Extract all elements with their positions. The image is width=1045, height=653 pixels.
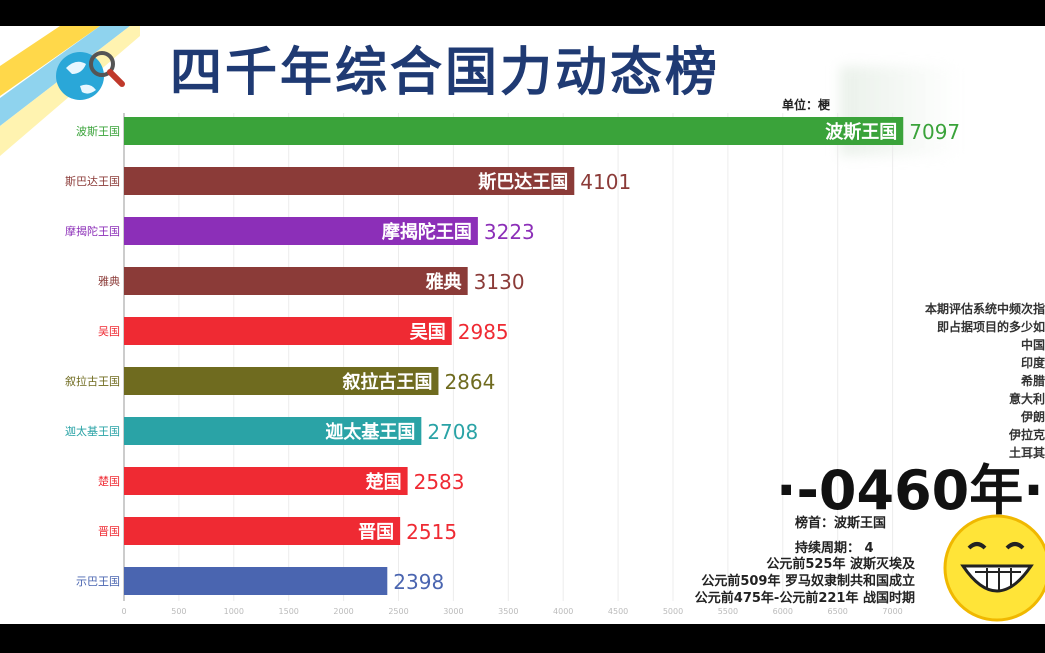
criteria-line: 本期评估系统中频次指 (924, 302, 1045, 316)
category-label: 迦太基王国 (65, 425, 120, 438)
globe-search-icon (56, 51, 125, 100)
value-label: 2985 (458, 320, 509, 344)
criteria-panel: 本期评估系统中频次指即占据项目的多少如中国印度希腊意大利伊朗伊拉克土耳其 (845, 300, 1045, 462)
x-tick-label: 7000 (882, 607, 902, 616)
bar-inner-label: 叙拉古王国 (342, 371, 432, 393)
bar-inner-label: 斯巴达王国 (478, 171, 568, 193)
category-label: 雅典 (98, 274, 120, 288)
bar (124, 467, 408, 495)
value-label: 3130 (474, 270, 525, 294)
leader-text: 榜首：波斯王国 (795, 516, 887, 531)
bar-inner-label: 雅典 (425, 271, 462, 293)
criteria-line: 即占据项目的多少如 (936, 320, 1045, 334)
year-counter: ·-0460年· (776, 459, 1044, 522)
unit-label: 单位：梗 (782, 98, 831, 112)
x-tick-label: 3000 (443, 607, 463, 616)
grinning-smiley-icon (943, 514, 1045, 622)
event-line: 公元前475年-公元前221年 战国时期 (694, 591, 915, 606)
criteria-line: 中国 (1020, 338, 1045, 352)
x-tick-label: 1500 (279, 607, 299, 616)
x-tick-label: 6000 (773, 607, 793, 616)
value-label: 2398 (393, 570, 444, 594)
x-tick-label: 5500 (718, 607, 738, 616)
x-tick-label: 4000 (553, 607, 573, 616)
bar (124, 167, 575, 195)
criteria-line: 伊朗 (1020, 410, 1045, 424)
category-label: 摩揭陀王国 (65, 224, 120, 238)
x-tick-label: 500 (171, 607, 186, 616)
x-tick-label: 3500 (498, 607, 518, 616)
event-line: 公元前509年 罗马奴隶制共和国成立 (701, 574, 915, 589)
bar (124, 567, 388, 595)
value-label: 3223 (484, 220, 535, 244)
x-tick-label: 4500 (608, 607, 628, 616)
criteria-line: 伊拉克 (1008, 428, 1045, 442)
bar-inner-label: 吴国 (410, 322, 446, 343)
criteria-line: 意大利 (1008, 392, 1045, 406)
category-label: 吴国 (98, 325, 120, 338)
bar-chart: 0 500 1000 1500 2000 2500 3000 3500 4000 4500 5000… (65, 113, 960, 616)
value-label: 2708 (427, 420, 478, 444)
event-line: 公元前525年 波斯灭埃及 (766, 557, 915, 572)
category-label: 叙拉古王国 (65, 374, 120, 388)
x-tick-label: 2000 (333, 607, 353, 616)
x-tick-label: 2500 (388, 607, 408, 616)
page-title: 四千年综合国力动态榜 (170, 43, 721, 103)
bar-inner-label: 波斯王国 (825, 121, 897, 143)
category-label: 示巴王国 (76, 575, 120, 588)
value-label: 2583 (414, 470, 465, 494)
duration-text: 持续周期： 4 (795, 541, 874, 556)
x-tick-label: 5000 (663, 607, 683, 616)
value-label: 7097 (909, 120, 960, 144)
value-label: 2864 (444, 370, 495, 394)
x-tick-label: 6500 (828, 607, 848, 616)
category-label: 楚国 (98, 474, 120, 488)
bar (124, 367, 439, 395)
criteria-line: 土耳其 (1008, 446, 1045, 460)
x-tick-label: 0 (121, 607, 126, 616)
category-label: 斯巴达王国 (65, 175, 120, 188)
bar (124, 117, 904, 145)
bar (124, 517, 401, 545)
category-label: 晋国 (98, 525, 120, 538)
chart-stage: 四千年综合国力动态榜 单位：梗 0 500 1000 1500 2000 2500 3000… (0, 26, 1045, 624)
category-label: 波斯王国 (76, 125, 120, 138)
bar-inner-label: 晋国 (358, 522, 394, 543)
criteria-line: 印度 (1020, 356, 1045, 370)
criteria-line: 希腊 (1020, 374, 1045, 388)
bar-inner-label: 迦太基王国 (325, 421, 415, 443)
x-tick-label: 1000 (224, 607, 244, 616)
bar (124, 417, 422, 445)
bar (124, 267, 468, 295)
bar-inner-label: 摩揭陀王国 (382, 221, 472, 243)
value-label: 4101 (580, 170, 631, 194)
bar-inner-label: 楚国 (366, 471, 402, 493)
value-label: 2515 (406, 520, 457, 544)
events-panel: 公元前525年 波斯灭埃及公元前509年 罗马奴隶制共和国成立公元前475年-公… (695, 556, 915, 607)
bar (124, 217, 478, 245)
bar (124, 317, 452, 345)
